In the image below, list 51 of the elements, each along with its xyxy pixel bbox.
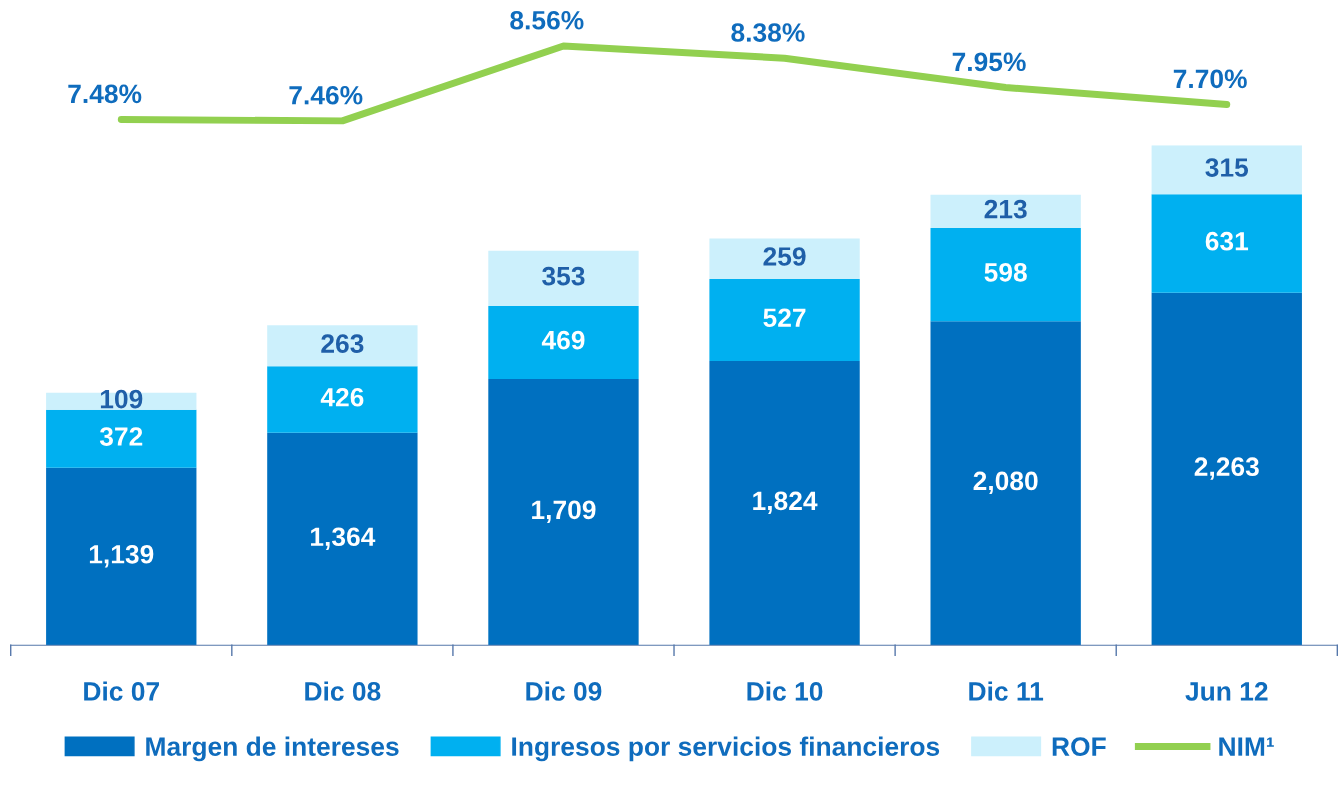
bar <box>267 432 418 646</box>
data-label: 372 <box>99 427 143 446</box>
data-label: 7.95% <box>952 52 1026 72</box>
legend-label: ROF <box>1052 737 1106 756</box>
data-label: 353 <box>542 266 585 286</box>
bar <box>930 194 1081 228</box>
legend-label: Margen de intereses <box>146 736 399 762</box>
data-label: 469 <box>541 330 585 350</box>
data-label: 7.70% <box>1173 69 1247 89</box>
data-label: 8.38% <box>731 23 805 42</box>
data-label: 259 <box>763 247 806 266</box>
bar <box>488 378 639 646</box>
data-label: 426 <box>320 387 364 407</box>
data-label: 7.46% <box>289 85 363 105</box>
x-tick-label: Dic 10 <box>747 681 823 701</box>
data-label: 631 <box>1205 231 1249 251</box>
bar <box>709 238 860 279</box>
bar <box>709 361 860 646</box>
bar <box>488 250 639 306</box>
bar <box>267 366 418 433</box>
data-label: 213 <box>984 199 1027 219</box>
data-label: 1,364 <box>311 527 376 550</box>
bar <box>1151 292 1302 646</box>
data-label: 315 <box>1205 158 1249 177</box>
x-tick-label: Jun 12 <box>1185 682 1268 701</box>
data-label: 263 <box>321 334 364 353</box>
data-label: 2,080 <box>973 471 1038 495</box>
data-label: 2,263 <box>1194 457 1259 480</box>
data-label: 1,709 <box>532 500 596 524</box>
data-label: 1,139 <box>89 544 154 568</box>
bar <box>267 325 418 367</box>
data-label: 527 <box>763 308 806 328</box>
bar <box>1151 194 1302 293</box>
data-label: 598 <box>984 262 1027 282</box>
bar <box>930 321 1081 646</box>
data-label: 109 <box>100 389 143 409</box>
x-tick-label: Dic 09 <box>526 681 602 701</box>
legend-label: NIM¹ <box>1219 737 1274 756</box>
bar <box>46 467 197 646</box>
x-tick-label: Dic 07 <box>84 681 159 701</box>
x-tick-label: Dic 11 <box>969 681 1044 701</box>
bar <box>46 409 197 468</box>
data-label: 1,824 <box>753 491 818 515</box>
bar <box>1151 145 1302 195</box>
bar <box>930 227 1081 322</box>
data-label: 8.56% <box>510 10 584 30</box>
bar <box>709 278 860 362</box>
data-label: 7.48% <box>68 84 142 104</box>
legend-label: Ingresos por servicios financieros <box>512 736 940 762</box>
x-tick-label: Dic 08 <box>305 681 381 701</box>
bar <box>488 305 639 379</box>
